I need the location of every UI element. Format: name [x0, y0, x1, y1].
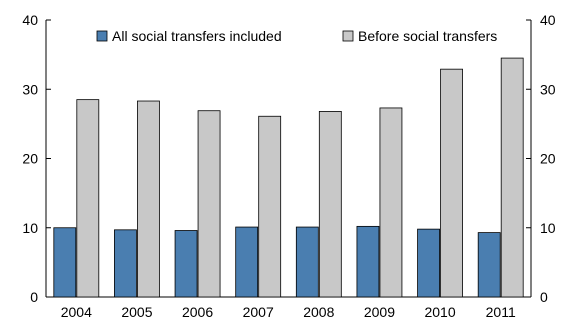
- bar-all-transfers-2011: [477, 232, 501, 298]
- bar-all-transfers-2008: [295, 226, 319, 298]
- x-tick-label: 2011: [486, 304, 516, 320]
- x-tick-label: 2009: [364, 304, 395, 320]
- bar-before-transfers-2008: [318, 111, 342, 298]
- legend-label-before-transfers: Before social transfers: [358, 28, 497, 44]
- x-tick-label: 2010: [424, 304, 455, 320]
- left-y-axis-ticks: 0 10 20 30 40: [22, 12, 51, 305]
- bar-all-transfers-2007: [235, 226, 259, 298]
- right-y-axis-ticks: 0 10 20 30 40: [526, 12, 556, 305]
- bar-before-transfers-2006: [197, 110, 221, 298]
- bar-before-transfers-2011: [500, 57, 524, 298]
- left-y-tick-label: 20: [22, 151, 38, 167]
- bar-all-transfers-2010: [417, 228, 440, 298]
- bar-all-transfers-2005: [114, 229, 137, 298]
- legend: All social transfers included Before soci…: [96, 28, 497, 44]
- bar-all-transfers-2009: [356, 225, 380, 298]
- bar-before-transfers-2010: [440, 68, 463, 298]
- legend-swatch-before-transfers: [342, 30, 354, 42]
- x-tick-label: 2008: [303, 304, 334, 320]
- right-y-tick-label: 30: [540, 81, 556, 97]
- bar-all-transfers-2006: [174, 230, 198, 298]
- legend-swatch-all-transfers: [96, 30, 108, 42]
- x-tick-label: 2005: [121, 304, 152, 320]
- right-y-tick-label: 20: [540, 151, 556, 167]
- bar-before-transfers-2007: [258, 115, 282, 298]
- bar-before-transfers-2009: [379, 107, 403, 298]
- left-y-tick-label: 40: [22, 12, 38, 28]
- legend-label-all-transfers: All social transfers included: [112, 28, 282, 44]
- bar-all-transfers-2004: [53, 227, 77, 298]
- left-y-tick-label: 0: [30, 289, 38, 305]
- right-y-tick-label: 40: [540, 12, 556, 28]
- left-y-tick-label: 10: [22, 220, 38, 236]
- x-tick-label: 2006: [182, 304, 213, 320]
- x-tick-label: 2007: [243, 304, 274, 320]
- left-y-tick-label: 30: [22, 81, 38, 97]
- bars: [53, 57, 524, 298]
- x-tick-label: 2004: [61, 304, 92, 320]
- bar-before-transfers-2005: [137, 100, 160, 298]
- bar-before-transfers-2004: [76, 99, 100, 298]
- right-y-tick-label: 10: [540, 220, 556, 236]
- right-y-tick-label: 0: [540, 289, 548, 305]
- x-axis-ticks: 2004 2005 2006 2007 2008 2009 2010 2011: [61, 304, 516, 320]
